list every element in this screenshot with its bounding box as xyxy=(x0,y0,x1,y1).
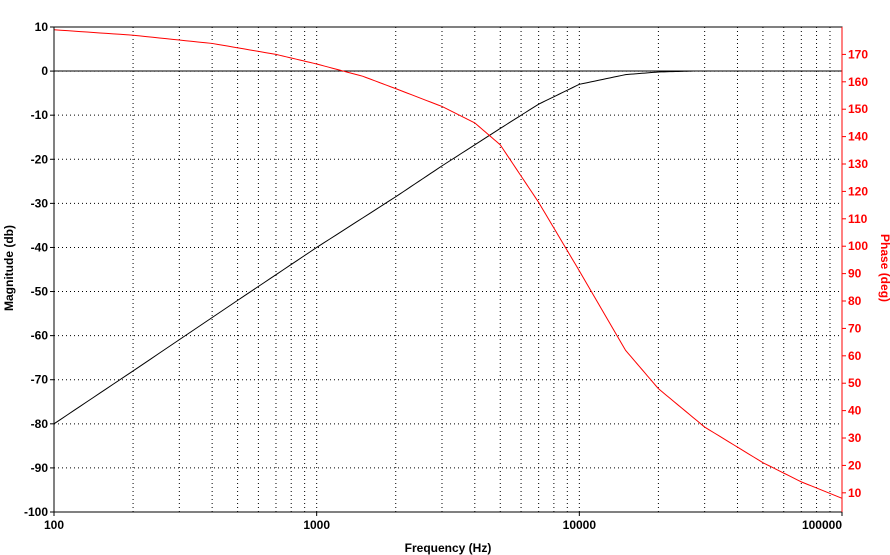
y-right-tick-label: 100 xyxy=(848,239,868,253)
y-right-tick-label: 150 xyxy=(848,102,868,116)
y-right-tick-label: 170 xyxy=(848,47,868,61)
y-axis-right-label: Phase (deg) xyxy=(878,234,890,302)
phase-series-line xyxy=(53,29,843,499)
y-right-tick-label: 60 xyxy=(848,349,862,363)
magnitude-series-line xyxy=(53,70,693,425)
y-right-tick-label: 10 xyxy=(848,486,862,500)
x-tick-label: 100000 xyxy=(802,518,842,532)
y-left-tick-label: -10 xyxy=(31,108,49,122)
x-tick-label: 100 xyxy=(44,518,64,532)
y-right-tick-label: 160 xyxy=(848,75,868,89)
x-tick-label: 10000 xyxy=(563,518,597,532)
y-right-tick-label: 20 xyxy=(848,458,862,472)
y-left-tick-label: -100 xyxy=(24,505,48,519)
y-left-tick-label: -40 xyxy=(31,240,49,254)
y-left-tick-label: -70 xyxy=(31,373,49,387)
y-left-tick-label: -20 xyxy=(31,152,49,166)
y-left-tick-label: -80 xyxy=(31,417,49,431)
y-right-tick-label: 90 xyxy=(848,267,862,281)
y-right-tick-label: 120 xyxy=(848,184,868,198)
y-left-tick-label: -30 xyxy=(31,196,49,210)
y-right-tick-label: 140 xyxy=(848,130,868,144)
y-right-tick-label: 110 xyxy=(848,212,868,226)
y-right-tick-label: 130 xyxy=(848,157,868,171)
y-left-tick-label: -60 xyxy=(31,329,49,343)
y-right-tick-label: 80 xyxy=(848,294,862,308)
y-left-tick-label: 10 xyxy=(35,20,49,34)
y-right-tick-label: 70 xyxy=(848,321,862,335)
tick-labels: 100-10-20-30-40-50-60-70-80-90-100170160… xyxy=(24,20,868,532)
y-right-tick-label: 30 xyxy=(848,431,862,445)
y-left-tick-label: 0 xyxy=(41,64,48,78)
y-right-tick-label: 40 xyxy=(848,404,862,418)
y-left-tick-label: -50 xyxy=(31,285,49,299)
x-axis-label: Frequency (Hz) xyxy=(405,541,492,555)
tick-marks xyxy=(50,26,846,516)
y-right-tick-label: 50 xyxy=(848,376,862,390)
y-left-tick-label: -90 xyxy=(31,461,49,475)
x-tick-label: 1000 xyxy=(303,518,330,532)
grid xyxy=(54,27,842,512)
y-axis-left-label: Magnitude (db) xyxy=(2,225,16,311)
series-layer xyxy=(53,29,843,499)
